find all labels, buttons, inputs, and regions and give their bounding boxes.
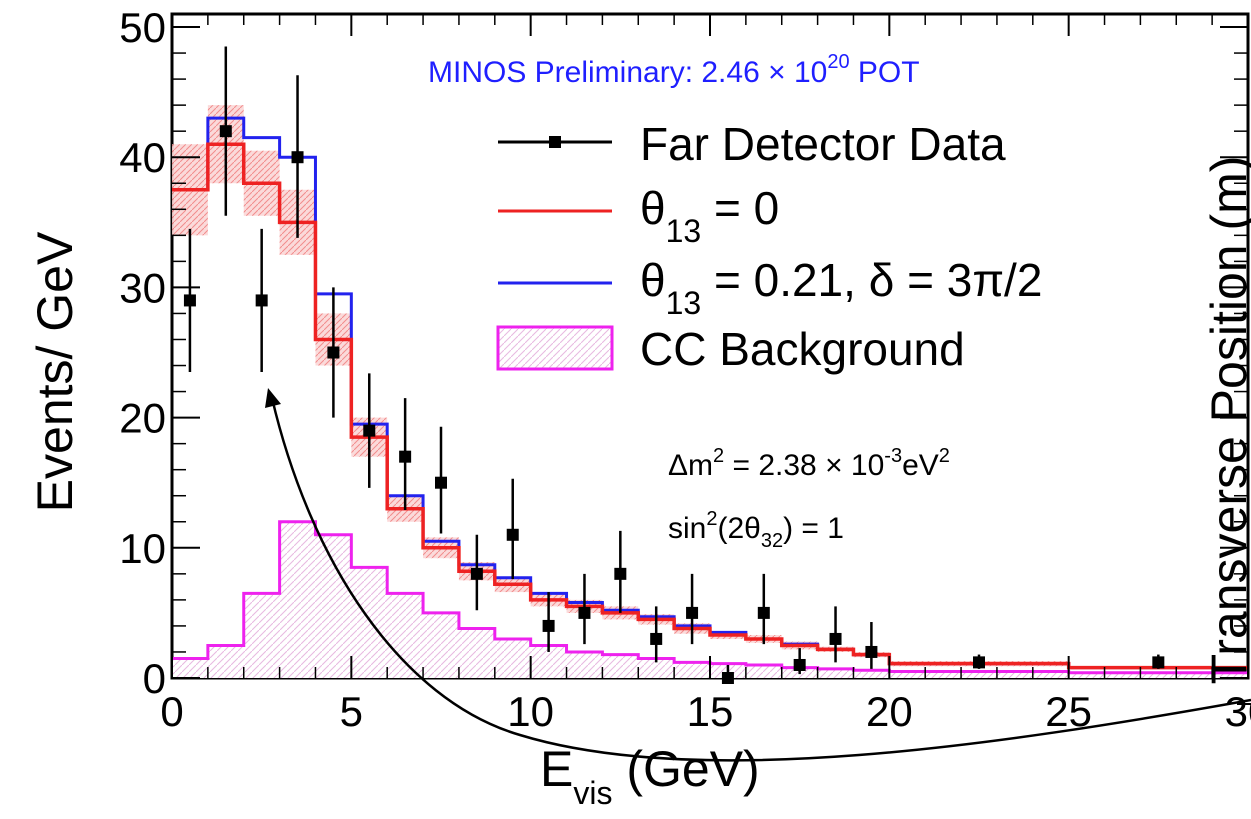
legend-cc-label: CC Background bbox=[640, 323, 965, 375]
theta13-0-line bbox=[172, 142, 1248, 670]
sin2-sup1: 2 bbox=[706, 508, 717, 530]
axes-layer: 05101520253001020304050 bbox=[119, 4, 1251, 735]
data-point bbox=[650, 632, 663, 645]
x-axis-title-rest: (GeV) bbox=[612, 741, 759, 797]
y-tick-label: 50 bbox=[119, 4, 166, 51]
background-histogram-layer bbox=[172, 520, 1248, 678]
legend-theta0-sub: 13 bbox=[666, 213, 702, 249]
data-point bbox=[578, 606, 591, 619]
sin2-pre: sin bbox=[668, 512, 706, 545]
data-point bbox=[542, 619, 555, 632]
header-prefix: MINOS Preliminary: 2.46 × 10 bbox=[428, 56, 827, 89]
data-point bbox=[327, 346, 340, 359]
dm2-sup2: -3 bbox=[884, 445, 902, 467]
dm2-pre: Δm bbox=[668, 449, 713, 482]
dm2-sup1: 2 bbox=[713, 445, 724, 467]
x-tick-label: 0 bbox=[160, 688, 183, 735]
sin2-sub: 32 bbox=[761, 530, 783, 552]
legend-cc-box bbox=[496, 325, 614, 371]
dm2-mid: = 2.38 × 10 bbox=[724, 449, 884, 482]
data-point bbox=[219, 125, 232, 138]
data-point bbox=[757, 606, 770, 619]
data-point bbox=[291, 151, 304, 164]
data-point bbox=[470, 567, 483, 580]
data-point bbox=[1152, 656, 1165, 669]
legend: Far Detector Data θ13 = 0 θ13 = 0.21, δ … bbox=[496, 118, 1042, 375]
right-axis-title: Transverse Position (m) bbox=[1201, 156, 1251, 685]
y-tick-label: 20 bbox=[119, 395, 166, 442]
curved-arrow bbox=[270, 397, 1251, 762]
data-point bbox=[183, 294, 196, 307]
x-tick-label: 5 bbox=[340, 688, 363, 735]
y-tick-label: 30 bbox=[119, 264, 166, 311]
arrowhead-icon bbox=[265, 388, 281, 408]
legend-theta0-main: θ bbox=[640, 182, 666, 234]
header-suffix: POT bbox=[850, 56, 920, 89]
x-tick-label: 15 bbox=[687, 688, 734, 735]
x-tick-label: 10 bbox=[507, 688, 554, 735]
legend-theta021-label: θ13 = 0.21, δ = 3π/2 bbox=[640, 254, 1042, 321]
data-point bbox=[829, 632, 842, 645]
sin2-post: ) = 1 bbox=[783, 512, 844, 545]
data-point bbox=[793, 658, 806, 671]
data-point bbox=[435, 476, 447, 489]
data-point bbox=[399, 450, 412, 463]
legend-theta021-sub: 13 bbox=[666, 285, 702, 321]
data-point bbox=[255, 294, 268, 307]
x-axis-title-sub: vis bbox=[573, 775, 612, 811]
dm2-sup3: 2 bbox=[939, 445, 950, 467]
legend-item-theta0: θ13 = 0 bbox=[498, 182, 779, 249]
y-tick-label: 40 bbox=[119, 134, 166, 181]
annotation-sin2: sin2(2θ32) = 1 bbox=[668, 508, 844, 552]
data-point bbox=[865, 645, 878, 658]
data-point bbox=[721, 672, 734, 684]
y-tick-label: 0 bbox=[143, 655, 166, 702]
sin2-mid: (2θ bbox=[717, 512, 760, 545]
legend-data-marker bbox=[549, 136, 561, 148]
data-point bbox=[973, 656, 985, 669]
chart-header: MINOS Preliminary: 2.46 × 1020 POT bbox=[428, 51, 920, 89]
x-tick-label: 20 bbox=[866, 688, 913, 735]
x-tick-label: 30 bbox=[1225, 688, 1251, 735]
legend-theta0-label: θ13 = 0 bbox=[640, 182, 779, 249]
data-point bbox=[614, 567, 627, 580]
y-axis-title: Events/ GeV bbox=[27, 231, 83, 512]
dm2-post: eV bbox=[902, 449, 939, 482]
x-axis-title: Evis (GeV) bbox=[540, 741, 760, 811]
legend-item-cc: CC Background bbox=[496, 323, 965, 375]
data-point bbox=[363, 424, 376, 437]
cc-background-fill bbox=[172, 521, 1248, 678]
legend-item-data: Far Detector Data bbox=[498, 118, 1006, 170]
legend-theta021-rest: = 0.21, δ = 3π/2 bbox=[701, 254, 1042, 306]
prediction-lines-layer bbox=[172, 116, 1248, 670]
y-tick-label: 10 bbox=[119, 525, 166, 572]
legend-theta021-main: θ bbox=[640, 254, 666, 306]
data-point bbox=[506, 528, 519, 541]
data-points-layer bbox=[183, 46, 1165, 684]
annotation-dm2: Δm2 = 2.38 × 10-3eV2 bbox=[668, 445, 950, 482]
legend-theta0-rest: = 0 bbox=[701, 182, 779, 234]
legend-item-theta021: θ13 = 0.21, δ = 3π/2 bbox=[498, 254, 1042, 321]
legend-data-label: Far Detector Data bbox=[640, 118, 1006, 170]
header-exponent: 20 bbox=[827, 51, 849, 73]
data-point bbox=[686, 606, 699, 619]
x-axis-title-base: E bbox=[540, 741, 573, 797]
